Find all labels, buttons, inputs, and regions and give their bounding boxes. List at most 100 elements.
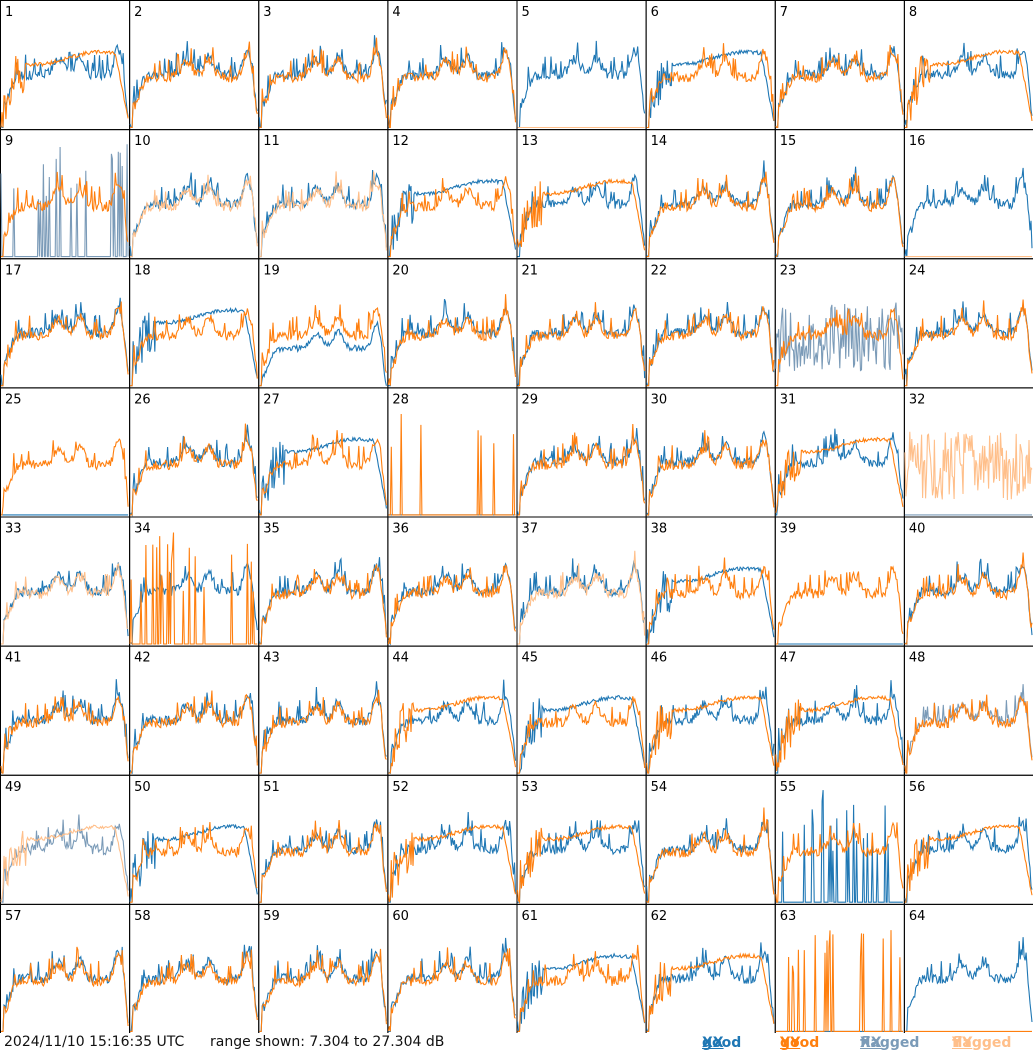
series-good-yy [0, 49, 129, 128]
series-good-yy [775, 694, 904, 772]
series-good-xx [259, 169, 387, 258]
series-good-xx [258, 436, 387, 516]
tile-54: 54 [645, 774, 776, 905]
tile-number: 53 [522, 780, 539, 795]
tile-6: 6 [645, 0, 776, 131]
series-flagged-xx [0, 144, 129, 258]
series-good-yy [388, 413, 516, 516]
series-good-yy [130, 308, 258, 387]
series-good-yy [129, 532, 258, 645]
tile-3: 3 [258, 0, 389, 131]
tile-number: 47 [780, 651, 797, 666]
tile-frame [387, 0, 518, 131]
tile-17: 17 [0, 258, 131, 389]
tile-number: 13 [522, 134, 539, 149]
tile-number: 11 [263, 134, 280, 149]
tile-1: 1 [0, 0, 131, 131]
tile-number: 54 [651, 780, 668, 795]
series-good-yy [775, 821, 904, 903]
series-good-yy [904, 552, 1033, 645]
series-good-yy [1, 301, 129, 387]
series-good-xx [0, 679, 129, 774]
tile-number: 17 [5, 263, 22, 278]
series-good-xx [646, 430, 775, 517]
tile-number: 34 [134, 522, 151, 537]
tile-number: 36 [392, 522, 409, 537]
tile-48: 48 [903, 645, 1033, 776]
series-good-yy [1, 438, 129, 516]
series-good-xx [646, 566, 775, 645]
tile-62: 62 [645, 903, 776, 1033]
series-good-yy [775, 565, 904, 645]
tile-27: 27 [258, 387, 389, 518]
tile-number: 14 [651, 134, 668, 149]
series-good-xx [129, 41, 258, 129]
tile-number: 3 [263, 5, 271, 20]
series-good-yy [259, 819, 387, 903]
series-good-yy [646, 43, 775, 129]
tile-number: 64 [909, 909, 926, 924]
range-label: range shown: 7.304 to 27.304 dB [210, 1034, 445, 1050]
tile-46: 46 [645, 645, 776, 776]
tile-7: 7 [774, 0, 905, 131]
tile-number: 27 [263, 392, 280, 407]
tile-number: 33 [5, 522, 22, 537]
series-good-yy [258, 430, 387, 516]
series-good-yy [259, 563, 387, 645]
tile-number: 56 [909, 780, 926, 795]
tile-number: 7 [780, 5, 788, 20]
series-good-yy [1, 171, 129, 258]
series-good-yy [516, 178, 646, 251]
tile-25: 25 [0, 387, 131, 518]
series-good-yy [387, 823, 517, 903]
series-good-xx [129, 823, 258, 903]
tile-number: 61 [522, 909, 539, 924]
tile-8: 8 [903, 0, 1033, 131]
tile-26: 26 [129, 387, 260, 518]
series-good-yy [517, 944, 646, 1032]
tile-14: 14 [645, 129, 776, 260]
series-good-xx [516, 952, 646, 1032]
series-good-xx [517, 694, 646, 774]
series-good-yy [646, 306, 775, 387]
tile-32: 32 [903, 387, 1033, 518]
tile-number: 29 [522, 392, 539, 407]
tile-10: 10 [129, 129, 260, 260]
tile-number: 12 [392, 134, 409, 149]
tile-2: 2 [129, 0, 260, 131]
tile-22: 22 [645, 258, 776, 389]
tile-64: 64 [903, 903, 1033, 1033]
timestamp: 2024/11/10 15:16:35 UTC [4, 1034, 185, 1050]
series-good-yy [646, 695, 775, 774]
tile-number: 10 [134, 134, 151, 149]
tile-number: 21 [522, 263, 539, 278]
series-flagged-yy [130, 174, 258, 258]
series-good-yy [646, 557, 775, 645]
tile-number: 23 [780, 263, 797, 278]
series-good-yy [259, 948, 387, 1032]
series-good-xx [259, 681, 387, 774]
tile-number: 2 [134, 5, 142, 20]
tile-58: 58 [129, 903, 260, 1033]
tile-49: 49 [0, 774, 131, 905]
series-good-yy [387, 947, 516, 1032]
tile-23: 23 [774, 258, 905, 389]
series-good-yy [646, 952, 775, 1032]
tile-56: 56 [903, 774, 1033, 905]
series-good-yy [517, 302, 646, 387]
series-good-yy [387, 294, 517, 386]
tile-45: 45 [516, 645, 647, 776]
tile-number: 52 [392, 780, 409, 795]
series-good-yy [904, 694, 1033, 774]
tile-frame [129, 0, 260, 131]
series-good-xx [775, 790, 903, 903]
series-good-xx [904, 937, 1033, 1032]
series-good-yy [387, 46, 517, 129]
tile-4: 4 [387, 0, 518, 131]
tile-number: 20 [392, 263, 409, 278]
tile-55: 55 [774, 774, 905, 905]
tile-20: 20 [387, 258, 518, 389]
series-good-yy [387, 564, 516, 645]
tile-28: 28 [387, 387, 518, 518]
tile-number: 4 [392, 5, 400, 20]
